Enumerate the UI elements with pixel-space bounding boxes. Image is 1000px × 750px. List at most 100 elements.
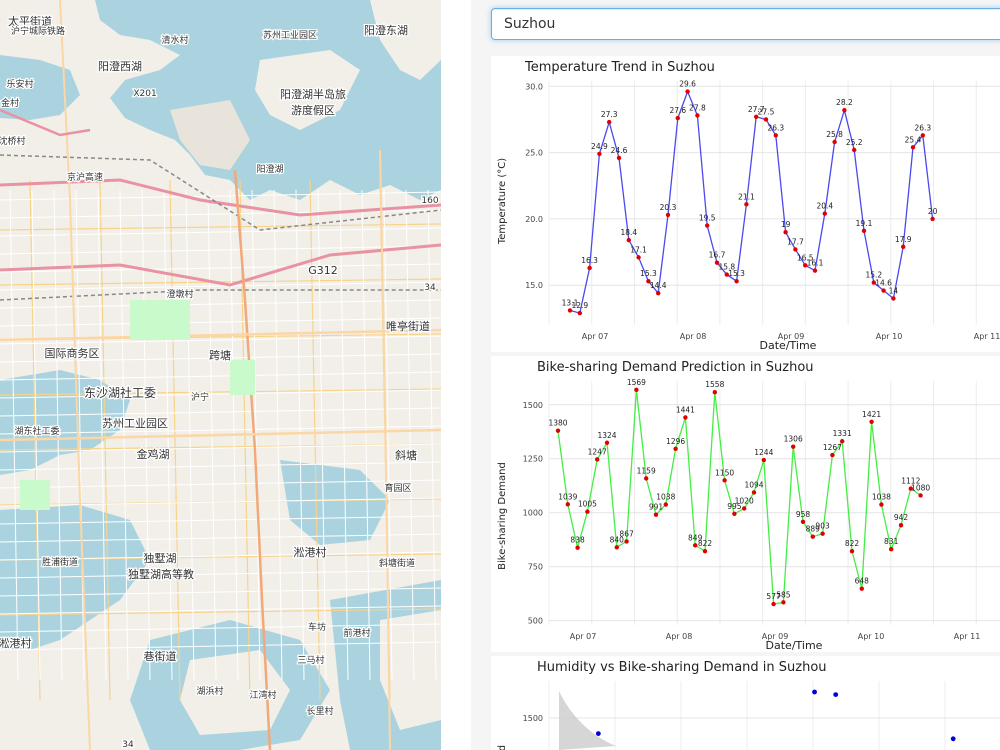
data-label: 1380 xyxy=(548,419,567,428)
data-point xyxy=(565,502,570,507)
data-label: 28.2 xyxy=(836,98,853,107)
data-point xyxy=(714,260,720,265)
humidity-plot-area: 1500 xyxy=(523,681,1000,750)
data-point xyxy=(761,457,766,463)
street xyxy=(119,189,129,681)
x-tick-label: Apr 08 xyxy=(680,332,707,341)
series-line xyxy=(569,89,934,314)
street xyxy=(339,189,349,681)
data-point xyxy=(832,139,837,145)
data-point xyxy=(744,202,749,207)
data-label: 19 xyxy=(781,220,791,229)
data-label: 26.3 xyxy=(914,123,931,132)
street xyxy=(9,189,19,681)
data-label: 1244 xyxy=(754,448,773,457)
data-label: 20.3 xyxy=(660,203,677,212)
demand-x-axis-label: Date/Time xyxy=(766,639,823,652)
data-label: 1038 xyxy=(656,493,675,502)
map-place-label: 160 xyxy=(421,196,438,206)
data-label: 577 xyxy=(766,592,781,601)
street xyxy=(0,353,441,363)
data-point xyxy=(695,113,700,118)
scatter-point xyxy=(833,692,839,697)
y-tick-label: 20.0 xyxy=(525,215,543,224)
data-point xyxy=(830,452,835,458)
data-point xyxy=(879,502,884,507)
data-point xyxy=(820,531,825,536)
street xyxy=(0,335,441,345)
data-label: 822 xyxy=(845,539,860,548)
land-chefang xyxy=(180,650,290,735)
temperature-y-axis-label: Temperature (°C) xyxy=(497,158,508,245)
data-point xyxy=(693,543,698,548)
data-label: 822 xyxy=(698,539,713,548)
street xyxy=(169,179,181,701)
data-point xyxy=(644,476,649,481)
street xyxy=(0,245,441,255)
data-point xyxy=(604,440,610,445)
street xyxy=(53,189,63,681)
road-ns3 xyxy=(379,149,391,750)
data-label: 1080 xyxy=(911,483,930,492)
results-panel: Temperature Trend in Suzhou Date/Time Te… xyxy=(471,0,1000,750)
data-point xyxy=(791,444,796,449)
map-place-label: 斜塘街道 xyxy=(379,557,415,569)
data-point xyxy=(773,133,778,138)
data-label: 1296 xyxy=(666,437,685,446)
street xyxy=(0,623,441,633)
map-view[interactable]: 太平街道 清水村 阳澄东湖 苏州工业园区 乐安村 阳澄西湖 X201 阳澄湖半岛旅 游度假区 金村… xyxy=(0,0,441,750)
street xyxy=(97,189,107,681)
street xyxy=(0,223,441,231)
temperature-plot-area: 15.0 20.0 25.0 30.0 Apr 07 Apr 08 Apr 09 Apr 10… xyxy=(525,80,1000,341)
data-point xyxy=(842,107,847,113)
data-label: 27.5 xyxy=(758,107,775,116)
street xyxy=(405,189,415,681)
map-place-label: 澄墩村 xyxy=(166,288,193,300)
map-place-label: 车坊 xyxy=(308,621,326,633)
data-label: 1421 xyxy=(862,410,881,419)
map-place-label: 胜浦街道 xyxy=(42,556,78,568)
map-place-label: 阳澄湖 xyxy=(256,163,283,175)
data-point xyxy=(742,506,747,511)
data-label: 1569 xyxy=(627,378,646,387)
road-ns xyxy=(233,169,272,750)
street xyxy=(0,407,441,417)
data-point xyxy=(822,211,827,216)
x-tick-label: Apr 08 xyxy=(666,632,693,641)
data-label: 14 xyxy=(889,286,899,295)
data-label: 1267 xyxy=(823,443,842,452)
data-label: 14.4 xyxy=(650,281,667,290)
data-label: 1112 xyxy=(901,477,920,486)
street xyxy=(0,389,441,399)
temperature-chart: Temperature Trend in Suzhou Date/Time Te… xyxy=(491,56,1000,352)
scatter-point xyxy=(595,731,601,736)
y-tick-label: 1250 xyxy=(523,455,543,464)
park xyxy=(20,480,50,510)
data-point xyxy=(585,509,590,514)
street xyxy=(0,641,441,651)
data-point xyxy=(861,228,867,234)
data-point xyxy=(624,539,629,544)
x-tick-label: Apr 11 xyxy=(954,632,981,641)
data-point xyxy=(881,288,886,293)
temperature-chart-title: Temperature Trend in Suzhou xyxy=(524,60,715,75)
island xyxy=(170,100,250,170)
map-place-label: 阳澄东湖 xyxy=(364,23,408,37)
map-place-label: 湖浜村 xyxy=(196,685,223,697)
data-point xyxy=(852,147,857,153)
data-label: 1159 xyxy=(637,466,656,475)
city-search-input[interactable] xyxy=(491,8,1000,40)
data-point xyxy=(702,548,708,554)
data-label: 17.7 xyxy=(787,237,804,246)
data-point xyxy=(712,390,717,395)
data-label: 12.9 xyxy=(571,301,588,310)
data-label: 1306 xyxy=(784,435,803,444)
scatter-point xyxy=(950,736,956,742)
data-point xyxy=(634,387,639,393)
data-label: 15.8 xyxy=(718,263,735,272)
data-label: 19.5 xyxy=(699,214,716,223)
data-label: 1441 xyxy=(676,405,695,414)
data-point xyxy=(653,512,659,517)
